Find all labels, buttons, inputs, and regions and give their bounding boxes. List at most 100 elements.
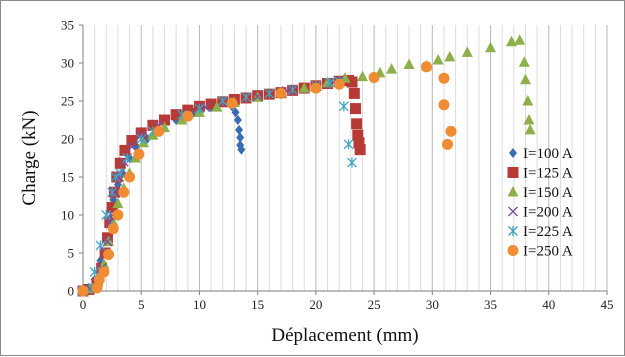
data-point: [236, 132, 245, 143]
legend-label: I=225 A: [523, 224, 573, 240]
data-point: [226, 97, 238, 109]
y-tick-label: 0: [68, 284, 75, 299]
data-point: [233, 115, 242, 125]
y-tick-label: 30: [61, 56, 74, 71]
y-axis-title: Charge (kN): [19, 110, 40, 205]
data-point: [241, 92, 251, 103]
data-point: [102, 236, 113, 247]
y-tick-labels: 0 5 10 15 20 25 30 35: [61, 18, 74, 299]
data-point: [126, 135, 138, 147]
data-point: [287, 84, 298, 95]
data-point: [159, 114, 171, 126]
data-point: [353, 137, 365, 149]
data-point: [108, 186, 120, 198]
data-point: [235, 124, 244, 135]
data-points: [77, 34, 536, 297]
legend-label: I=125 A: [523, 166, 573, 182]
data-point: [432, 53, 444, 65]
legend-marker: [508, 206, 518, 217]
data-point: [441, 138, 453, 150]
series-i-250-a: [77, 61, 457, 297]
data-point: [421, 61, 433, 73]
data-point: [524, 123, 536, 135]
data-point: [133, 148, 145, 160]
legend-item: I=100 A: [509, 146, 573, 162]
legend-label: I=100 A: [523, 146, 573, 162]
legend-marker: [507, 245, 519, 256]
data-point: [252, 91, 263, 102]
data-point: [346, 76, 358, 88]
legend-marker: [509, 148, 517, 158]
data-point: [264, 88, 275, 99]
data-point: [182, 110, 194, 122]
x-tick-label: 5: [138, 297, 145, 312]
data-point: [119, 144, 131, 156]
data-point: [114, 157, 126, 169]
plot-area: [83, 25, 607, 291]
x-tick-label: 30: [426, 297, 439, 312]
data-point: [518, 56, 530, 67]
data-point: [485, 41, 497, 53]
data-point: [352, 129, 364, 141]
data-point: [354, 144, 366, 156]
data-point: [115, 168, 126, 179]
data-point: [112, 209, 124, 221]
legend-item: I=125 A: [507, 166, 573, 182]
y-tick-label: 5: [68, 246, 75, 261]
data-point: [122, 153, 133, 163]
y-tick-label: 10: [61, 208, 74, 223]
data-point: [519, 73, 531, 85]
y-tick-label: 20: [61, 132, 74, 147]
legend-label: I=200 A: [523, 205, 573, 221]
data-point: [438, 99, 450, 111]
legend-label: I=250 A: [523, 244, 573, 260]
data-point: [231, 107, 240, 118]
data-point: [347, 157, 357, 168]
legend-marker: [507, 167, 519, 178]
legend-item: I=150 A: [507, 185, 573, 201]
data-point: [170, 109, 182, 121]
data-point: [386, 63, 398, 74]
data-point: [153, 125, 165, 137]
axes: [79, 24, 608, 295]
y-tick-label: 25: [61, 94, 74, 109]
data-point: [77, 285, 89, 297]
legend-item: I=200 A: [508, 205, 573, 221]
data-point: [438, 72, 450, 84]
data-point: [107, 187, 118, 198]
data-point: [298, 82, 310, 93]
legend-marker: [508, 226, 518, 236]
data-point: [124, 171, 136, 183]
data-point: [205, 98, 217, 110]
legend-item: I=225 A: [508, 224, 573, 240]
x-tick-label: 15: [251, 297, 264, 312]
data-point: [182, 104, 194, 116]
legend-item: I=250 A: [507, 244, 573, 260]
data-point: [514, 34, 526, 45]
data-point: [275, 87, 287, 99]
data-point: [147, 119, 159, 131]
data-point: [522, 95, 534, 106]
data-point: [91, 282, 103, 294]
data-point: [95, 240, 106, 251]
legend-label: I=150 A: [523, 185, 573, 201]
y-tick-label: 15: [61, 170, 74, 185]
data-point: [98, 258, 110, 269]
data-point: [118, 186, 130, 198]
x-tick-label: 40: [542, 297, 555, 312]
data-point: [211, 101, 223, 112]
x-tick-labels: 0 5 10 15 20 25 30 35 40 45: [80, 297, 614, 312]
data-point: [194, 103, 205, 114]
data-point: [333, 78, 345, 90]
data-point: [200, 102, 211, 113]
x-tick-label: 10: [193, 297, 206, 312]
data-point: [351, 118, 363, 130]
data-point: [338, 101, 349, 112]
series-i-225-a: [78, 76, 357, 296]
data-point: [103, 249, 115, 261]
x-tick-label: 20: [309, 297, 322, 312]
data-point: [112, 197, 124, 209]
data-point: [403, 58, 415, 70]
data-point: [136, 134, 147, 144]
